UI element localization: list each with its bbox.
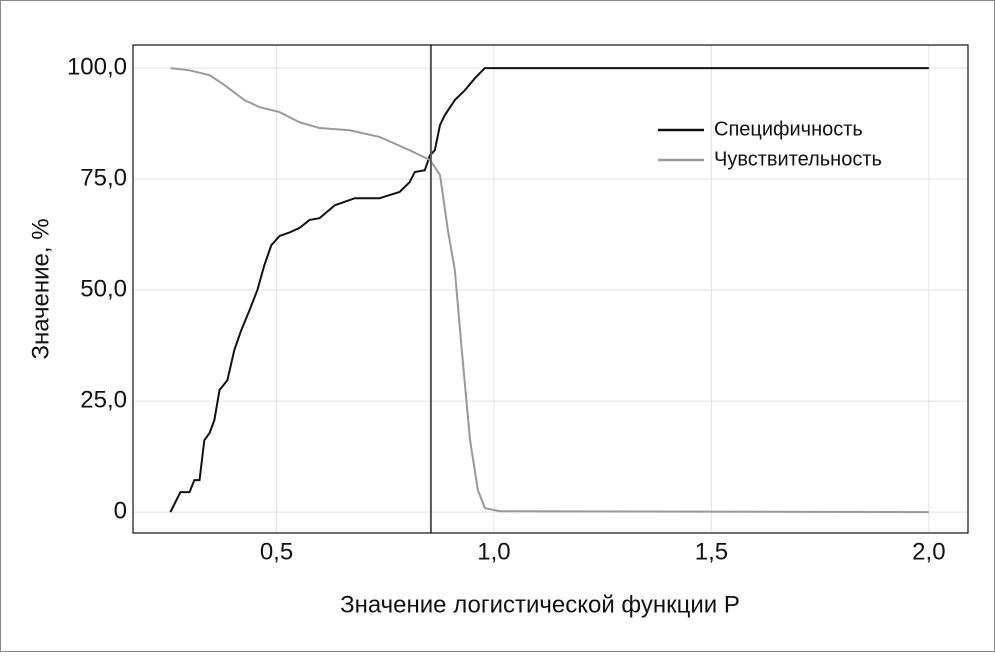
x-tick-label: 1,5 xyxy=(695,538,728,565)
y-tick-label: 50,0 xyxy=(80,275,127,302)
series-line xyxy=(169,67,929,513)
y-tick-label: 75,0 xyxy=(80,164,127,191)
plot-border xyxy=(132,44,969,534)
series-line xyxy=(170,67,929,514)
legend-label: Чувствительность xyxy=(714,148,882,170)
x-tick-label: 0,5 xyxy=(260,538,293,565)
x-axis-label: Значение логистической функции Р xyxy=(340,591,740,618)
y-tick-label: 100,0 xyxy=(67,53,127,80)
x-tick-label: 1,0 xyxy=(477,538,510,565)
y-axis-label: Значение, % xyxy=(27,218,54,359)
x-tick-label: 2,0 xyxy=(912,538,945,565)
y-tick-label: 25,0 xyxy=(80,386,127,413)
y-tick-label: 0 xyxy=(114,497,127,524)
legend-label: Специфичность xyxy=(714,118,863,140)
